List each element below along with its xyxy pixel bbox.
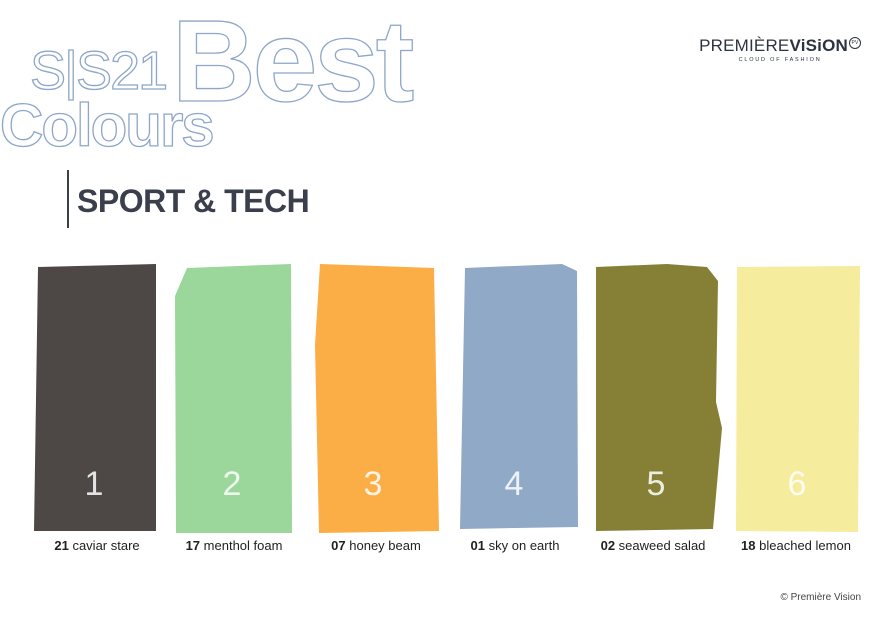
- season-title: S|S21: [30, 41, 166, 101]
- swatch-number: 4: [505, 465, 524, 503]
- swatch-label-1: 21 caviar stare: [54, 538, 139, 553]
- swatch-name: seaweed salad: [618, 538, 706, 553]
- copyright-notice: © Première Vision: [780, 592, 861, 603]
- swatch-2: 2: [175, 264, 292, 533]
- swatch-number: 2: [223, 465, 242, 503]
- swatch-code: 07: [331, 538, 346, 553]
- swatch-5: 5: [596, 264, 722, 531]
- swatch-code: 01: [470, 538, 486, 553]
- swatch-number: 1: [85, 465, 104, 503]
- swatch-name: honey beam: [349, 538, 421, 553]
- swatch-name: caviar stare: [72, 538, 140, 553]
- title-artwork: S|S21 Best Colours: [0, 0, 417, 160]
- swatch-shape: [460, 264, 578, 529]
- swatch-name: menthol foam: [203, 538, 283, 553]
- swatch-code: 18: [741, 538, 756, 553]
- swatch-label-2: 17 menthol foam: [186, 538, 283, 553]
- swatch-label-3: 07 honey beam: [331, 538, 421, 553]
- swatch-4: 4: [460, 264, 578, 529]
- logo-tagline: CLOUD OF FASHION: [738, 57, 822, 63]
- section-divider: [67, 170, 69, 228]
- swatch-code: 17: [185, 538, 201, 553]
- swatch-number: 5: [647, 465, 666, 503]
- logo-wordmark: PREMIÈREViSiON PV: [699, 36, 861, 56]
- swatch-number: 6: [788, 465, 807, 503]
- swatch-name: bleached lemon: [759, 538, 851, 553]
- swatch-shape: [34, 264, 156, 531]
- premiere-vision-logo: PREMIÈREViSiON PV CLOUD OF FASHION: [699, 36, 861, 63]
- swatch-number: 3: [364, 465, 383, 503]
- swatch-code: 21: [54, 538, 69, 553]
- swatch-6: 6: [736, 266, 860, 532]
- colours-title: Colours: [0, 92, 213, 159]
- swatch-label-5: 02 seaweed salad: [601, 538, 706, 553]
- swatch-label-4: 01 sky on earth: [471, 538, 560, 553]
- logo-name-regular: PREMIÈRE: [699, 36, 790, 55]
- logo-mark: PV: [849, 37, 861, 50]
- swatch-shape: [596, 264, 722, 531]
- logo-name-bold: ViSiON: [789, 36, 848, 55]
- swatch-shape: [736, 266, 860, 532]
- section-title: SPORT & TECH: [77, 183, 310, 219]
- swatch-shape: [175, 264, 292, 533]
- swatch-label-6: 18 bleached lemon: [741, 538, 851, 553]
- swatch-shape: [315, 264, 439, 533]
- swatch-1: 1: [34, 264, 156, 531]
- swatch-3: 3: [315, 264, 439, 533]
- swatch-name: sky on earth: [488, 538, 560, 553]
- swatch-code: 02: [600, 538, 616, 553]
- best-title: Best: [172, 0, 414, 126]
